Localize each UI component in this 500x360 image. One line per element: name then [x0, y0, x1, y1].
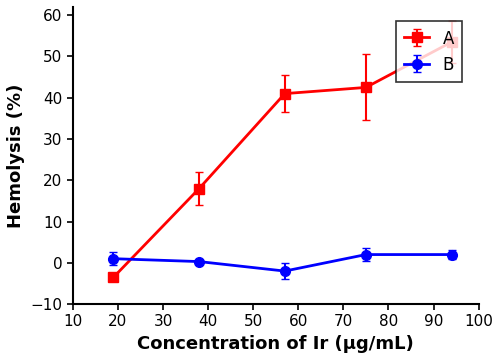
Y-axis label: Hemolysis (%): Hemolysis (%) — [7, 83, 25, 228]
Legend: A, B: A, B — [396, 21, 462, 82]
X-axis label: Concentration of Ir (μg/mL): Concentration of Ir (μg/mL) — [138, 335, 414, 353]
